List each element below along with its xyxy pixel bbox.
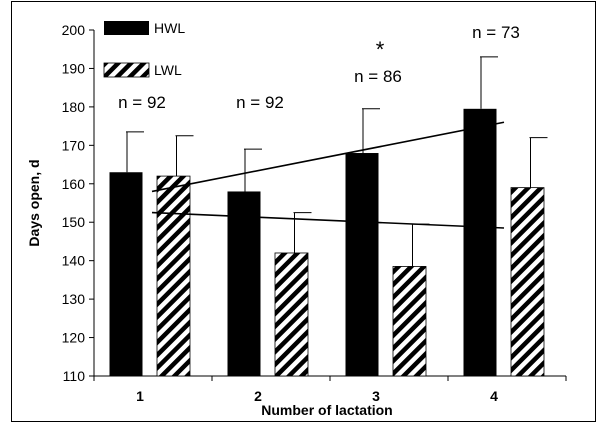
x-axis-label: Number of lactation <box>261 402 392 418</box>
y-tick-label: 190 <box>62 60 86 76</box>
bar-hwl-3 <box>345 153 379 376</box>
y-tick-label: 170 <box>62 137 86 153</box>
bar-hwl-1 <box>109 172 143 376</box>
significance-marker: * <box>376 37 385 62</box>
bar-lwl-2 <box>274 252 309 377</box>
x-tick-label: 4 <box>490 388 498 404</box>
x-tick-label: 3 <box>372 388 380 404</box>
y-axis-label: Days open, d <box>26 159 42 246</box>
trendline-lwl <box>151 211 505 229</box>
bar-lwl-1 <box>156 175 191 377</box>
x-tick-label: 1 <box>136 388 144 404</box>
bar-hwl-2 <box>227 191 261 376</box>
legend-swatch-lwl <box>103 62 150 78</box>
y-tick-label: 110 <box>63 368 86 384</box>
y-tick-label: 120 <box>62 330 86 346</box>
bar-lwl-3 <box>392 266 427 377</box>
sample-size-label: n = 86 <box>354 67 402 86</box>
y-tick-label: 180 <box>62 99 86 115</box>
bar-hwl-4 <box>463 108 497 377</box>
x-tick-label: 2 <box>254 388 262 404</box>
legend-swatch-hwl <box>104 21 149 35</box>
y-tick-label: 160 <box>62 176 86 192</box>
sample-size-label: n = 73 <box>472 23 520 42</box>
sample-size-label: n = 92 <box>236 93 284 112</box>
y-tick-label: 200 <box>62 22 86 38</box>
sample-size-label: n = 92 <box>118 93 166 112</box>
legend-label-hwl: HWL <box>154 20 185 36</box>
y-tick-label: 150 <box>62 214 86 230</box>
bar-lwl-4 <box>510 187 545 377</box>
legend-label-lwl: LWL <box>154 62 182 78</box>
trendline-hwl <box>151 121 505 193</box>
y-tick-label: 130 <box>62 291 86 307</box>
y-tick-label: 140 <box>62 253 86 269</box>
